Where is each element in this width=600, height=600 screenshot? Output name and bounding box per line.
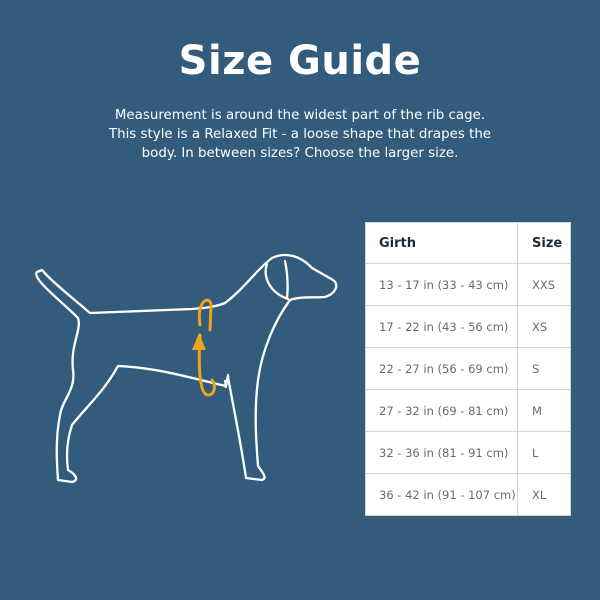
page-title: Size Guide bbox=[178, 38, 422, 84]
size-cell: S bbox=[517, 347, 571, 390]
table-row: 36 - 42 in (91 - 107 cm) XL bbox=[365, 473, 571, 516]
girth-cell: 17 - 22 in (43 - 56 cm) bbox=[365, 305, 518, 348]
girth-cell: 27 - 32 in (69 - 81 cm) bbox=[365, 389, 518, 432]
girth-cell: 32 - 36 in (81 - 91 cm) bbox=[365, 431, 518, 474]
dog-outline-with-girth-arrow-icon bbox=[35, 253, 338, 484]
table-header-row: Girth Size bbox=[365, 222, 571, 264]
size-cell: XS bbox=[517, 305, 571, 348]
size-cell: XXS bbox=[517, 263, 571, 306]
girth-cell: 13 - 17 in (33 - 43 cm) bbox=[365, 263, 518, 306]
girth-cell: 22 - 27 in (56 - 69 cm) bbox=[365, 347, 518, 390]
girth-arrow bbox=[192, 298, 228, 397]
dog-outline bbox=[35, 253, 338, 484]
table-row: 22 - 27 in (56 - 69 cm) S bbox=[365, 347, 571, 390]
table-row: 13 - 17 in (33 - 43 cm) XXS bbox=[365, 263, 571, 306]
header-size: Size bbox=[517, 222, 571, 264]
description: Measurement is around the widest part of… bbox=[90, 106, 510, 163]
description-line: This style is a Relaxed Fit - a loose sh… bbox=[108, 127, 492, 142]
description-line: body. In between sizes? Choose the large… bbox=[141, 146, 459, 161]
table-row: 32 - 36 in (81 - 91 cm) L bbox=[365, 431, 571, 474]
size-table: Girth Size 13 - 17 in (33 - 43 cm) XXS 17… bbox=[365, 222, 571, 516]
size-cell: M bbox=[517, 389, 571, 432]
size-cell: XL bbox=[517, 473, 571, 516]
girth-cell: 36 - 42 in (91 - 107 cm) bbox=[365, 473, 518, 516]
size-cell: L bbox=[517, 431, 571, 474]
header-girth: Girth bbox=[365, 222, 518, 264]
table-row: 17 - 22 in (43 - 56 cm) XS bbox=[365, 305, 571, 348]
description-line: Measurement is around the widest part of… bbox=[114, 108, 486, 123]
table-row: 27 - 32 in (69 - 81 cm) M bbox=[365, 389, 571, 432]
